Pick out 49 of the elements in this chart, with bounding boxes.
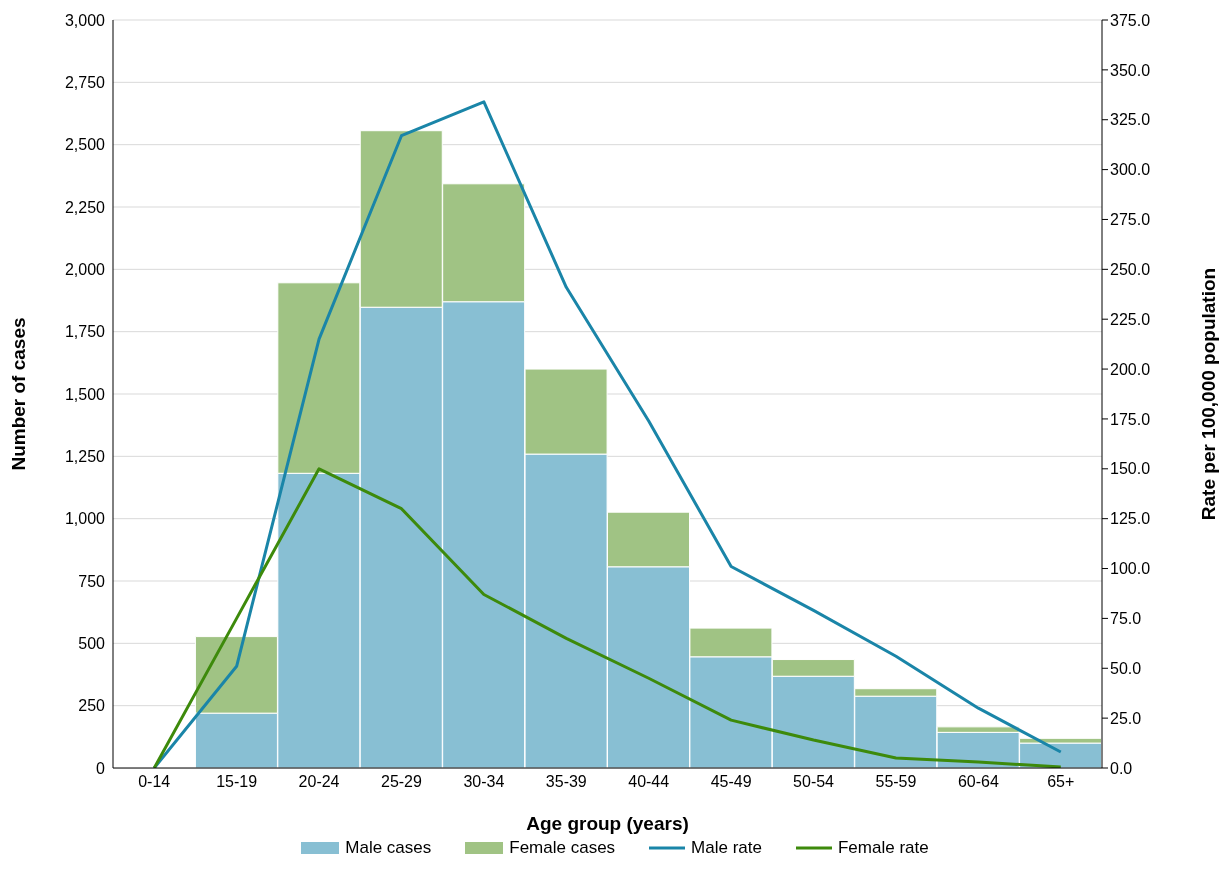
y2-tick-label: 75.0 [1110,610,1142,628]
y2-axis-title: Rate per 100,000 population [1197,267,1219,521]
y-tick-label: 2,250 [64,198,106,216]
y2-tick-label: 275.0 [1110,211,1151,229]
legend-label: Male cases [345,838,432,858]
y-tick-label: 750 [78,572,106,590]
x-tick-label: 25-29 [381,773,423,791]
y2-tick-label: 125.0 [1110,510,1151,528]
y2-tick-label: 250.0 [1110,261,1151,279]
y-tick-label: 2,000 [64,261,106,279]
y2-tick-label: 350.0 [1110,61,1151,79]
y2-tick-label: 200.0 [1110,360,1151,378]
y2-tick-label: 50.0 [1110,659,1142,677]
y2-tick-label: 0.0 [1110,759,1133,777]
y-axis-title: Number of cases [7,317,29,471]
x-tick-label: 65+ [1047,773,1075,791]
x-tick-label: 40-44 [628,773,670,791]
x-tick-label: 30-34 [463,773,505,791]
legend-label: Female rate [837,838,929,858]
x-tick-label: 60-64 [957,773,999,791]
y2-tick-label: 175.0 [1110,410,1151,428]
y-tick-label: 2,750 [64,74,106,92]
y-tick-label: 3,000 [64,11,106,29]
x-tick-label: 35-39 [545,773,587,791]
y-tick-label: 250 [78,697,106,715]
legend-label: Female cases [509,838,616,858]
legend-label: Male rate [691,838,762,858]
y-tick-label: 1,500 [64,385,106,403]
line-series [152,467,1063,768]
y2-tick-label: 300.0 [1110,161,1151,179]
x-tick-label: 20-24 [298,773,340,791]
x-tick-label: 50-54 [793,773,835,791]
y-tick-label: 2,500 [64,136,106,154]
y-tick-label: 1,000 [64,510,106,528]
y-tick-label: 1,750 [64,323,106,341]
x-tick-label: 45-49 [710,773,752,791]
y2-tick-label: 225.0 [1110,310,1151,328]
x-tick-label: 0-14 [138,773,171,791]
x-tick-label: 55-59 [875,773,917,791]
y2-tick-label: 25.0 [1110,709,1142,727]
x-tick-label: 15-19 [216,773,258,791]
y-tick-label: 1,250 [64,448,106,466]
y2-tick-label: 100.0 [1110,560,1151,578]
y-tick-label: 500 [78,635,106,653]
y2-tick-label: 325.0 [1110,111,1151,129]
y-tick-label: 0 [96,759,106,777]
y2-tick-label: 375.0 [1110,11,1151,29]
y2-tick-label: 150.0 [1110,460,1151,478]
x-axis-title: Age group (years) [526,813,689,834]
